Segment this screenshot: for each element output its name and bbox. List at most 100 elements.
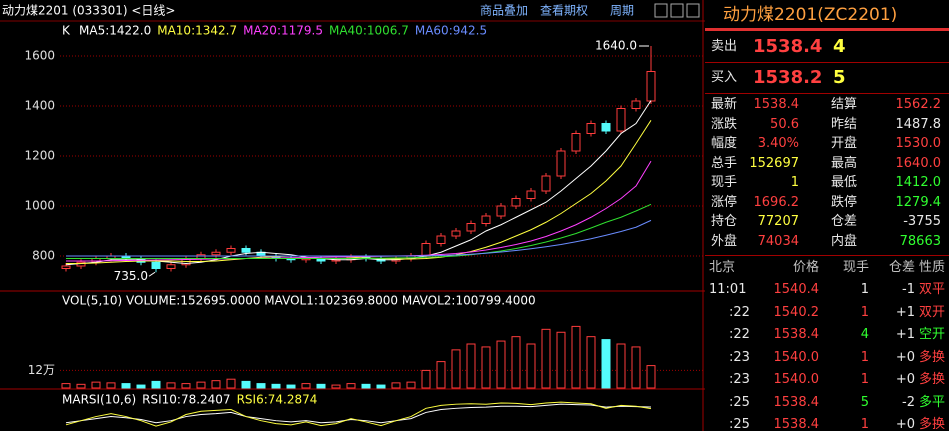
trade-header: 仓差 — [888, 260, 915, 275]
legend-entry: MA20:1179.5 — [243, 24, 323, 38]
trade-cell: 多换 — [918, 349, 945, 365]
trade-cell: 1540.0 — [773, 349, 820, 365]
candle-body — [481, 215, 491, 224]
menu-item[interactable]: 查看期权 — [540, 4, 588, 18]
stat-label: 开盘 — [831, 136, 858, 151]
sell-price: 1538.4 — [753, 36, 823, 57]
y-tick-label: 1000 — [24, 199, 55, 213]
trade-cell: 多平 — [918, 394, 945, 410]
stat-label: 总手 — [711, 155, 738, 171]
menu-item[interactable]: 周期 — [610, 4, 634, 18]
candle-body — [556, 150, 566, 177]
candle-body — [631, 100, 641, 109]
legend-entry: MA60:942.5 — [415, 24, 487, 38]
indicator-line — [65, 401, 652, 427]
trade-cell: 11:01 — [709, 282, 747, 297]
trade-cell: 1538.4 — [773, 394, 820, 410]
stat-value: 1530.0 — [895, 136, 942, 151]
quote-title: 动力煤2201(ZC2201) — [723, 5, 898, 25]
trade-cell: 双开 — [918, 304, 945, 320]
volume-bar — [511, 336, 521, 389]
label: 卖出 — [711, 39, 738, 54]
stat-value: 152697 — [749, 155, 799, 171]
trade-cell: :25 — [729, 394, 750, 410]
volume-bar — [316, 383, 326, 389]
header-bar — [0, 0, 705, 20]
trade-cell: 1 — [860, 282, 869, 297]
volume-bar — [361, 383, 371, 389]
trade-cell: 5 — [860, 394, 869, 410]
candle-body — [541, 175, 551, 192]
trade-cell: +0 — [895, 372, 915, 387]
stat-value: 78663 — [899, 233, 941, 249]
stat-value: 77207 — [757, 214, 799, 229]
volume-bar — [496, 340, 506, 389]
annotation: 1640.0 — [595, 39, 637, 53]
trade-cell: 1538.4 — [773, 327, 820, 342]
stat-value: 74034 — [757, 233, 799, 249]
candle-body — [601, 123, 611, 132]
trade-cell: 1540.0 — [773, 372, 820, 387]
volume-bar — [241, 380, 251, 389]
candle-body — [196, 254, 206, 259]
volume-bar — [226, 378, 236, 389]
volume-bar — [76, 383, 86, 389]
volume-bar — [151, 380, 161, 389]
volume-bar — [166, 382, 176, 389]
candle-body — [226, 248, 236, 253]
legend-entry: MA10:1342.7 — [157, 24, 237, 38]
candle-body — [451, 230, 461, 237]
stat-label: 涨停 — [711, 194, 738, 210]
candle-body — [466, 223, 476, 232]
trade-cell: 1540.4 — [773, 282, 820, 297]
candle-body — [646, 71, 656, 102]
stat-label: 内盘 — [831, 233, 858, 249]
stat-label: 持仓 — [711, 214, 738, 229]
stat-value: 3.40% — [757, 136, 799, 151]
trade-cell: +1 — [895, 327, 915, 342]
volume-bar — [451, 349, 461, 389]
volume-bar — [436, 361, 446, 389]
nav-button[interactable] — [654, 3, 668, 18]
stat-label: 幅度 — [711, 136, 738, 151]
chart-area: 动力煤2201 (033301) <日线> 商品叠加 查看期权 周期 800 10… — [0, 0, 705, 431]
chart-label: K — [62, 24, 71, 38]
annotation-arrow — [148, 271, 156, 277]
trade-cell: 1 — [860, 417, 869, 431]
y-tick-label: 1400 — [24, 99, 55, 113]
candle-body — [211, 251, 221, 256]
candle-body — [151, 261, 161, 269]
menu-item[interactable]: 商品叠加 — [480, 3, 528, 18]
stat-label: 跌停 — [831, 194, 858, 210]
nav-button[interactable] — [670, 3, 684, 18]
indicator-line — [65, 100, 652, 266]
trade-cell: 1540.2 — [773, 304, 820, 320]
candle-body — [241, 248, 251, 253]
trade-cell: -1 — [902, 282, 915, 297]
legend-entry: RSI10:78.2407 — [142, 393, 230, 407]
stat-value: 1696.2 — [753, 194, 800, 210]
quote-panel: 动力煤2201(ZC2201) 卖出 1538.4 4 买入 1538.2 5 … — [705, 0, 949, 431]
candle-body — [586, 123, 596, 134]
candle-body — [436, 235, 446, 244]
candle-body — [571, 133, 581, 152]
volume-bar — [196, 381, 206, 389]
volume-bar — [91, 381, 101, 389]
stat-label: 仓差 — [831, 214, 858, 229]
stat-label: 结算 — [831, 97, 858, 112]
stat-label: 涨跌 — [711, 116, 738, 132]
nav-button[interactable] — [686, 3, 700, 18]
volume-bar — [421, 369, 431, 389]
trade-cell: :23 — [729, 372, 750, 387]
stat-label: 昨结 — [831, 116, 858, 132]
volume-bar — [541, 328, 551, 389]
trade-cell: :22 — [729, 304, 750, 320]
trade-cell: 双平 — [918, 282, 945, 297]
title-underline — [705, 28, 949, 31]
indicator-line — [66, 203, 652, 259]
trade-cell: +0 — [895, 417, 915, 431]
candle-body — [61, 265, 71, 269]
stat-value: 50.6 — [770, 116, 799, 132]
trade-header: 价格 — [792, 260, 819, 275]
